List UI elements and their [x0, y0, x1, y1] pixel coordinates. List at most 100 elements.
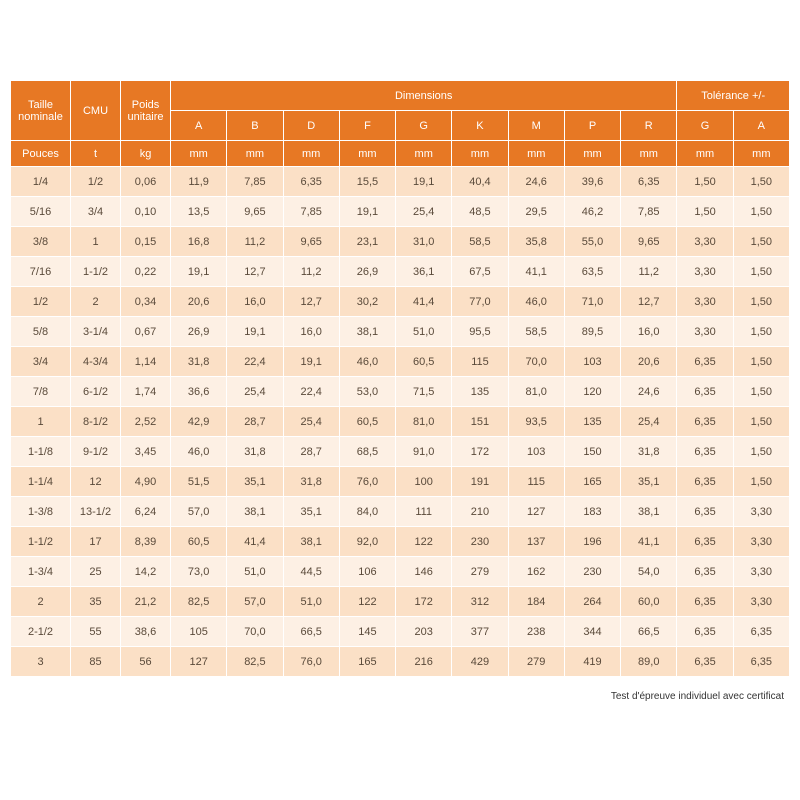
table-row: 1-3/42514,273,051,044,510614627916223054… — [11, 557, 790, 587]
unit-kg: kg — [121, 141, 171, 167]
table-cell: 3/8 — [11, 227, 71, 257]
table-row: 5/83-1/40,6726,919,116,038,151,095,558,5… — [11, 317, 790, 347]
table-cell: 25,4 — [227, 377, 283, 407]
table-cell: 3/4 — [11, 347, 71, 377]
table-cell: 57,0 — [227, 587, 283, 617]
table-cell: 3-1/4 — [71, 317, 121, 347]
table-cell: 230 — [564, 557, 620, 587]
table-cell: 6,35 — [733, 647, 789, 677]
table-cell: 279 — [508, 647, 564, 677]
header-dim-a: A — [171, 111, 227, 141]
table-cell: 76,0 — [283, 647, 339, 677]
table-cell: 36,1 — [396, 257, 452, 287]
table-cell: 19,1 — [171, 257, 227, 287]
table-cell: 89,5 — [564, 317, 620, 347]
table-cell: 1-1/2 — [11, 527, 71, 557]
table-cell: 1,74 — [121, 377, 171, 407]
table-cell: 81,0 — [396, 407, 452, 437]
table-cell: 419 — [564, 647, 620, 677]
header-dim-m: M — [508, 111, 564, 141]
table-cell: 162 — [508, 557, 564, 587]
table-cell: 63,5 — [564, 257, 620, 287]
table-cell: 36,6 — [171, 377, 227, 407]
table-cell: 82,5 — [227, 647, 283, 677]
table-cell: 38,1 — [621, 497, 677, 527]
table-cell: 66,5 — [283, 617, 339, 647]
table-cell: 81,0 — [508, 377, 564, 407]
table-cell: 344 — [564, 617, 620, 647]
table-cell: 1-1/8 — [11, 437, 71, 467]
unit-mm: mm — [508, 141, 564, 167]
table-cell: 100 — [396, 467, 452, 497]
table-cell: 2-1/2 — [11, 617, 71, 647]
table-cell: 56 — [121, 647, 171, 677]
table-cell: 1 — [71, 227, 121, 257]
table-cell: 1/2 — [11, 287, 71, 317]
table-cell: 12,7 — [227, 257, 283, 287]
table-cell: 20,6 — [621, 347, 677, 377]
table-cell: 106 — [339, 557, 395, 587]
footnote: Test d'épreuve individuel avec certifica… — [10, 677, 790, 702]
header-taille-nominale: Taille nominale — [11, 81, 71, 141]
table-cell: 1,50 — [733, 467, 789, 497]
unit-pouces: Pouces — [11, 141, 71, 167]
table-cell: 84,0 — [339, 497, 395, 527]
table-cell: 1,50 — [733, 407, 789, 437]
table-cell: 38,1 — [227, 497, 283, 527]
header-dim-b: B — [227, 111, 283, 141]
table-cell: 1,50 — [733, 257, 789, 287]
table-cell: 6,35 — [283, 167, 339, 197]
table-row: 5/163/40,1013,59,657,8519,125,448,529,54… — [11, 197, 790, 227]
table-cell: 172 — [396, 587, 452, 617]
table-cell: 11,2 — [621, 257, 677, 287]
table-cell: 35 — [71, 587, 121, 617]
table-cell: 30,2 — [339, 287, 395, 317]
table-row: 3/44-3/41,1431,822,419,146,060,511570,01… — [11, 347, 790, 377]
table-cell: 3,30 — [677, 227, 733, 257]
header-dimensions: Dimensions — [171, 81, 677, 111]
header-dim-k: K — [452, 111, 508, 141]
table-cell: 73,0 — [171, 557, 227, 587]
table-cell: 57,0 — [171, 497, 227, 527]
table-cell: 103 — [508, 437, 564, 467]
table-cell: 1 — [11, 407, 71, 437]
table-cell: 41,4 — [396, 287, 452, 317]
table-cell: 35,1 — [283, 497, 339, 527]
table-cell: 51,0 — [227, 557, 283, 587]
table-cell: 146 — [396, 557, 452, 587]
table-cell: 377 — [452, 617, 508, 647]
table-cell: 26,9 — [171, 317, 227, 347]
table-cell: 6,35 — [677, 527, 733, 557]
header-dim-r: R — [621, 111, 677, 141]
table-cell: 127 — [171, 647, 227, 677]
table-cell: 216 — [396, 647, 452, 677]
table-cell: 0,22 — [121, 257, 171, 287]
table-cell: 115 — [452, 347, 508, 377]
table-cell: 196 — [564, 527, 620, 557]
table-cell: 13,5 — [171, 197, 227, 227]
table-cell: 55 — [71, 617, 121, 647]
table-cell: 3,45 — [121, 437, 171, 467]
header-cmu: CMU — [71, 81, 121, 141]
table-cell: 7,85 — [283, 197, 339, 227]
table-cell: 151 — [452, 407, 508, 437]
unit-mm: mm — [227, 141, 283, 167]
table-cell: 6,24 — [121, 497, 171, 527]
table-cell: 3,30 — [733, 557, 789, 587]
table-cell: 70,0 — [508, 347, 564, 377]
table-cell: 127 — [508, 497, 564, 527]
header-tolerance: Tolérance +/- — [677, 81, 790, 111]
table-cell: 46,0 — [171, 437, 227, 467]
unit-mm: mm — [283, 141, 339, 167]
table-cell: 16,8 — [171, 227, 227, 257]
table-cell: 48,5 — [452, 197, 508, 227]
table-cell: 6,35 — [677, 557, 733, 587]
table-cell: 15,5 — [339, 167, 395, 197]
table-cell: 6,35 — [677, 347, 733, 377]
table-cell: 28,7 — [283, 437, 339, 467]
table-cell: 31,8 — [171, 347, 227, 377]
table-cell: 6,35 — [677, 497, 733, 527]
table-cell: 31,8 — [621, 437, 677, 467]
table-row: 18-1/22,5242,928,725,460,581,015193,5135… — [11, 407, 790, 437]
table-cell: 1/4 — [11, 167, 71, 197]
